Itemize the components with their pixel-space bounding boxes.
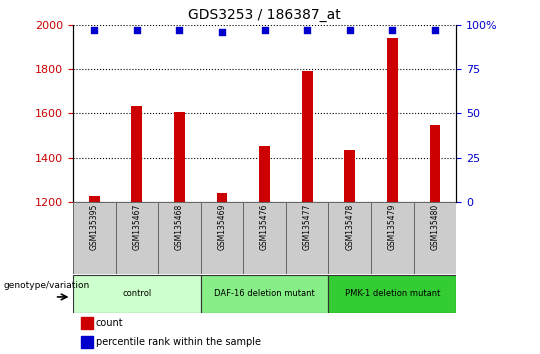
Text: GSM135479: GSM135479 [388, 204, 397, 250]
Text: GSM135477: GSM135477 [303, 204, 312, 250]
Text: GSM135469: GSM135469 [218, 204, 226, 250]
Text: count: count [96, 318, 123, 328]
FancyBboxPatch shape [286, 202, 328, 274]
Text: GSM135467: GSM135467 [132, 204, 141, 250]
Text: GSM135468: GSM135468 [175, 204, 184, 250]
Text: GSM135476: GSM135476 [260, 204, 269, 250]
Point [303, 27, 312, 33]
Point [388, 27, 397, 33]
Point [175, 27, 184, 33]
FancyBboxPatch shape [414, 202, 456, 274]
FancyBboxPatch shape [244, 202, 286, 274]
Bar [430, 125, 440, 202]
Point [431, 27, 440, 33]
Bar [345, 150, 355, 202]
FancyBboxPatch shape [201, 202, 244, 274]
Bar [80, 337, 93, 348]
Bar [174, 112, 185, 202]
Point [218, 29, 226, 35]
Text: PMK-1 deletion mutant: PMK-1 deletion mutant [345, 289, 440, 298]
FancyBboxPatch shape [73, 202, 116, 274]
FancyBboxPatch shape [328, 202, 371, 274]
Text: percentile rank within the sample: percentile rank within the sample [96, 337, 260, 347]
FancyBboxPatch shape [201, 275, 328, 313]
Text: GSM135478: GSM135478 [345, 204, 354, 250]
Title: GDS3253 / 186387_at: GDS3253 / 186387_at [188, 8, 341, 22]
Bar [259, 147, 270, 202]
Bar [302, 71, 313, 202]
Point [260, 27, 269, 33]
Bar [131, 105, 142, 202]
Text: control: control [122, 289, 151, 298]
FancyBboxPatch shape [371, 202, 414, 274]
Point [132, 27, 141, 33]
Bar [387, 38, 398, 202]
Point [346, 27, 354, 33]
Text: GSM135480: GSM135480 [430, 204, 440, 250]
FancyBboxPatch shape [158, 202, 201, 274]
Text: genotype/variation: genotype/variation [4, 281, 90, 290]
FancyBboxPatch shape [73, 275, 201, 313]
FancyBboxPatch shape [328, 275, 456, 313]
FancyBboxPatch shape [116, 202, 158, 274]
Bar [89, 196, 99, 202]
Bar [217, 193, 227, 202]
Bar [80, 317, 93, 329]
Point [90, 27, 98, 33]
Text: GSM135395: GSM135395 [90, 204, 99, 250]
Text: DAF-16 deletion mutant: DAF-16 deletion mutant [214, 289, 315, 298]
